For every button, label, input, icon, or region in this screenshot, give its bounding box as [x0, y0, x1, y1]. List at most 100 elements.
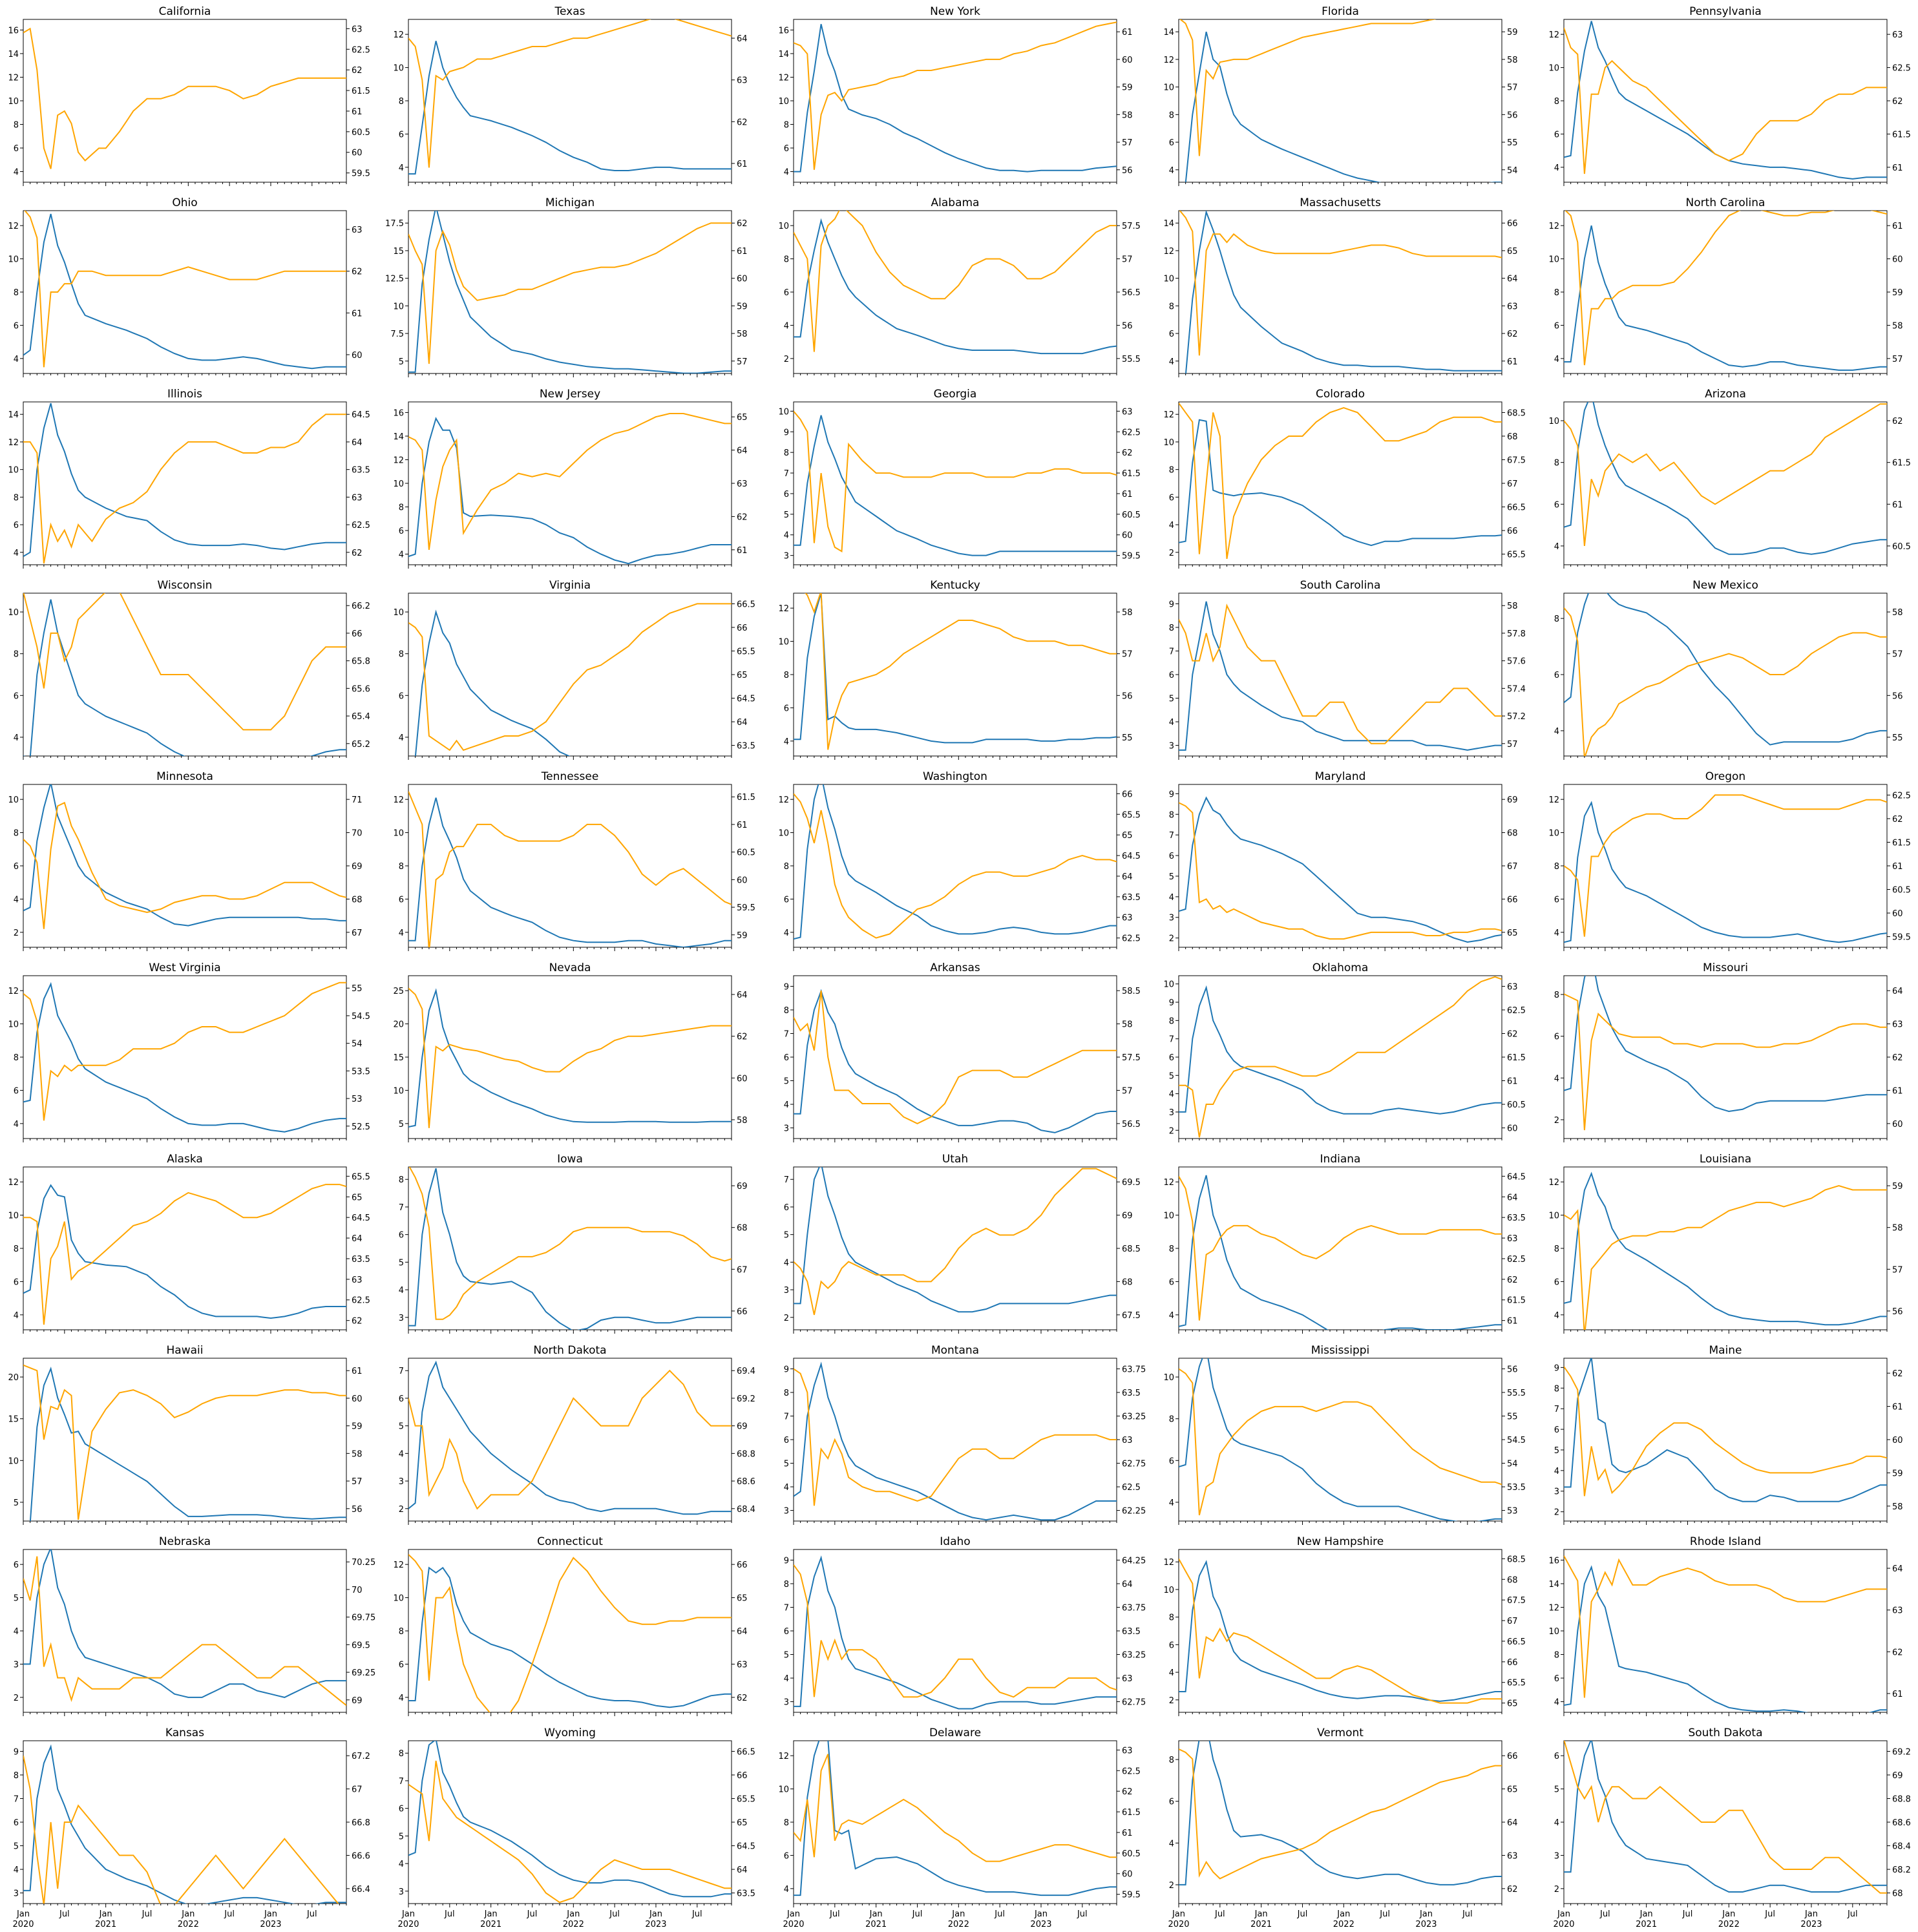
right-tick-label: 57.2	[1507, 712, 1526, 722]
panel-nebraska: Nebraska 2 3 4 5 6 69 69.25 69.5 69.75 70 70.25	[14, 1535, 375, 1716]
right-tick-label: 61.5	[1507, 1053, 1526, 1063]
left-series-line	[794, 989, 1117, 1133]
left-tick-label: 7	[1169, 647, 1174, 656]
x-tick-label: Jul	[444, 1909, 455, 1919]
right-series-line	[805, 593, 1117, 750]
panel-new-jersey: New Jersey 4 6 8 10 12 14 16 61 62 63 64 65	[393, 388, 748, 569]
panel-title: Louisiana	[1700, 1153, 1751, 1166]
left-tick-label: 8	[1169, 624, 1174, 633]
x-tick-label: Jul	[527, 1909, 538, 1919]
left-series-line	[408, 988, 732, 1128]
right-tick-label: 63.5	[352, 1255, 370, 1265]
left-tick-label: 10	[393, 64, 404, 74]
left-tick-label: 10	[8, 608, 19, 618]
right-tick-label: 61	[352, 309, 363, 319]
left-tick-label: 2	[1554, 1116, 1559, 1126]
right-series-line	[1565, 211, 1887, 366]
right-series-line	[1179, 976, 1502, 1138]
right-tick-label: 58	[1122, 608, 1133, 618]
right-tick-label: 63	[1122, 407, 1133, 417]
x-tick-label: Jan	[99, 1909, 112, 1919]
right-tick-label: 56.5	[1122, 288, 1141, 298]
left-tick-label: 6	[1554, 500, 1559, 510]
panel-indiana: Indiana 4 6 8 10 12 61 61.5 62 62.5 63 63.5 64 64.5	[1163, 1153, 1526, 1334]
plot-frame	[1563, 593, 1888, 757]
left-tick-label: 8	[1169, 810, 1174, 820]
left-tick-label: 8	[784, 671, 789, 680]
left-tick-label: 9	[784, 982, 789, 992]
panel-idaho: Idaho 3 4 5 6 7 8 9 62.75 63 63.25 63.5 63.75 64 64.25	[784, 1535, 1146, 1716]
plot-frame	[1563, 401, 1888, 565]
right-tick-label: 64	[1507, 1818, 1518, 1828]
left-tick-label: 4	[14, 733, 19, 743]
right-tick-label: 63	[1892, 30, 1903, 40]
right-tick-label: 62	[1892, 417, 1903, 426]
left-tick-label: 12	[8, 1178, 19, 1188]
right-tick-label: 60.5	[1507, 1100, 1526, 1110]
left-series-line	[408, 1566, 732, 1708]
plot-frame	[23, 1358, 347, 1522]
plot-frame	[1178, 19, 1502, 183]
right-tick-label: 60.5	[737, 848, 755, 858]
right-tick-label: 59.5	[1892, 933, 1911, 943]
left-tick-label: 4	[14, 549, 19, 558]
left-tick-label: 16	[8, 26, 19, 36]
right-tick-label: 70.25	[352, 1558, 375, 1568]
x-tick-label: Jan	[1557, 1909, 1570, 1919]
left-tick-label: 8	[399, 1175, 404, 1185]
panel-title: Vermont	[1317, 1727, 1364, 1739]
panel-washington: Washington 4 6 8 10 12 62.5 63 63.5 64 64.5 65 65.5 6…	[778, 770, 1141, 951]
left-tick-label: 8	[1169, 302, 1174, 311]
panel-title: Indiana	[1320, 1153, 1361, 1166]
right-tick-label: 60	[1507, 1124, 1518, 1134]
right-tick-label: 58	[1892, 1224, 1903, 1234]
left-tick-label: 6	[14, 321, 19, 331]
left-series-line	[1185, 211, 1502, 373]
right-tick-label: 61	[1507, 357, 1518, 367]
right-tick-label: 66	[1507, 1752, 1518, 1761]
left-tick-label: 3	[1169, 742, 1174, 751]
panel-tennessee: Tennessee 4 6 8 10 12 59 59.5 60 60.5 61 61.5	[393, 770, 755, 951]
right-tick-label: 52.5	[352, 1122, 370, 1132]
right-series-line	[408, 19, 732, 168]
left-series-line	[408, 797, 732, 947]
left-tick-label: 4	[1169, 357, 1174, 367]
left-tick-label: 6	[1169, 1798, 1174, 1807]
right-tick-label: 61	[352, 107, 363, 117]
x-tick-label: Jan	[1804, 1909, 1818, 1919]
right-tick-label: 58	[1892, 321, 1903, 331]
left-tick-label: 6	[1169, 1277, 1174, 1287]
x-tick-year-label: 2023	[1800, 1920, 1822, 1929]
right-tick-label: 63.75	[1122, 1603, 1146, 1613]
panel-title: Kansas	[165, 1727, 204, 1739]
panel-title: Iowa	[557, 1153, 583, 1166]
left-tick-label: 8	[1169, 1613, 1174, 1623]
right-series-line	[1564, 1555, 1887, 1698]
left-tick-label: 3	[14, 1660, 19, 1670]
plot-frame	[1178, 210, 1502, 374]
right-tick-label: 57	[352, 1477, 363, 1487]
left-tick-label: 9	[784, 428, 789, 437]
left-tick-label: 6	[14, 1277, 19, 1287]
panel-title: Montana	[931, 1344, 979, 1357]
panel-kentucky: Kentucky 4 6 8 10 12 55 56 57 58	[778, 579, 1133, 760]
right-tick-label: 62.5	[1122, 428, 1141, 437]
panel-title: Colorado	[1316, 388, 1365, 401]
left-tick-label: 4	[1554, 542, 1559, 552]
right-tick-label: 60	[737, 876, 748, 885]
right-tick-label: 55.5	[1122, 355, 1141, 364]
x-tick-year-label: 2020	[783, 1920, 804, 1929]
left-tick-label: 8	[1554, 991, 1559, 1000]
left-tick-label: 4	[1169, 893, 1174, 903]
panel-michigan: Michigan 5 7.5 10 12.5 15 17.5 57 58 59 60 61 62	[385, 196, 748, 377]
right-tick-label: 63	[737, 1660, 748, 1670]
left-tick-label: 4	[1169, 521, 1174, 530]
right-tick-label: 57	[1892, 1265, 1903, 1275]
right-tick-label: 68.5	[1507, 1555, 1526, 1564]
panel-title: Florida	[1322, 5, 1359, 18]
right-tick-label: 61.5	[1892, 838, 1911, 848]
right-tick-label: 60	[1892, 1120, 1903, 1129]
right-tick-label: 58	[737, 1116, 748, 1126]
panel-title: Oregon	[1705, 770, 1745, 783]
left-tick-label: 4	[784, 531, 789, 541]
